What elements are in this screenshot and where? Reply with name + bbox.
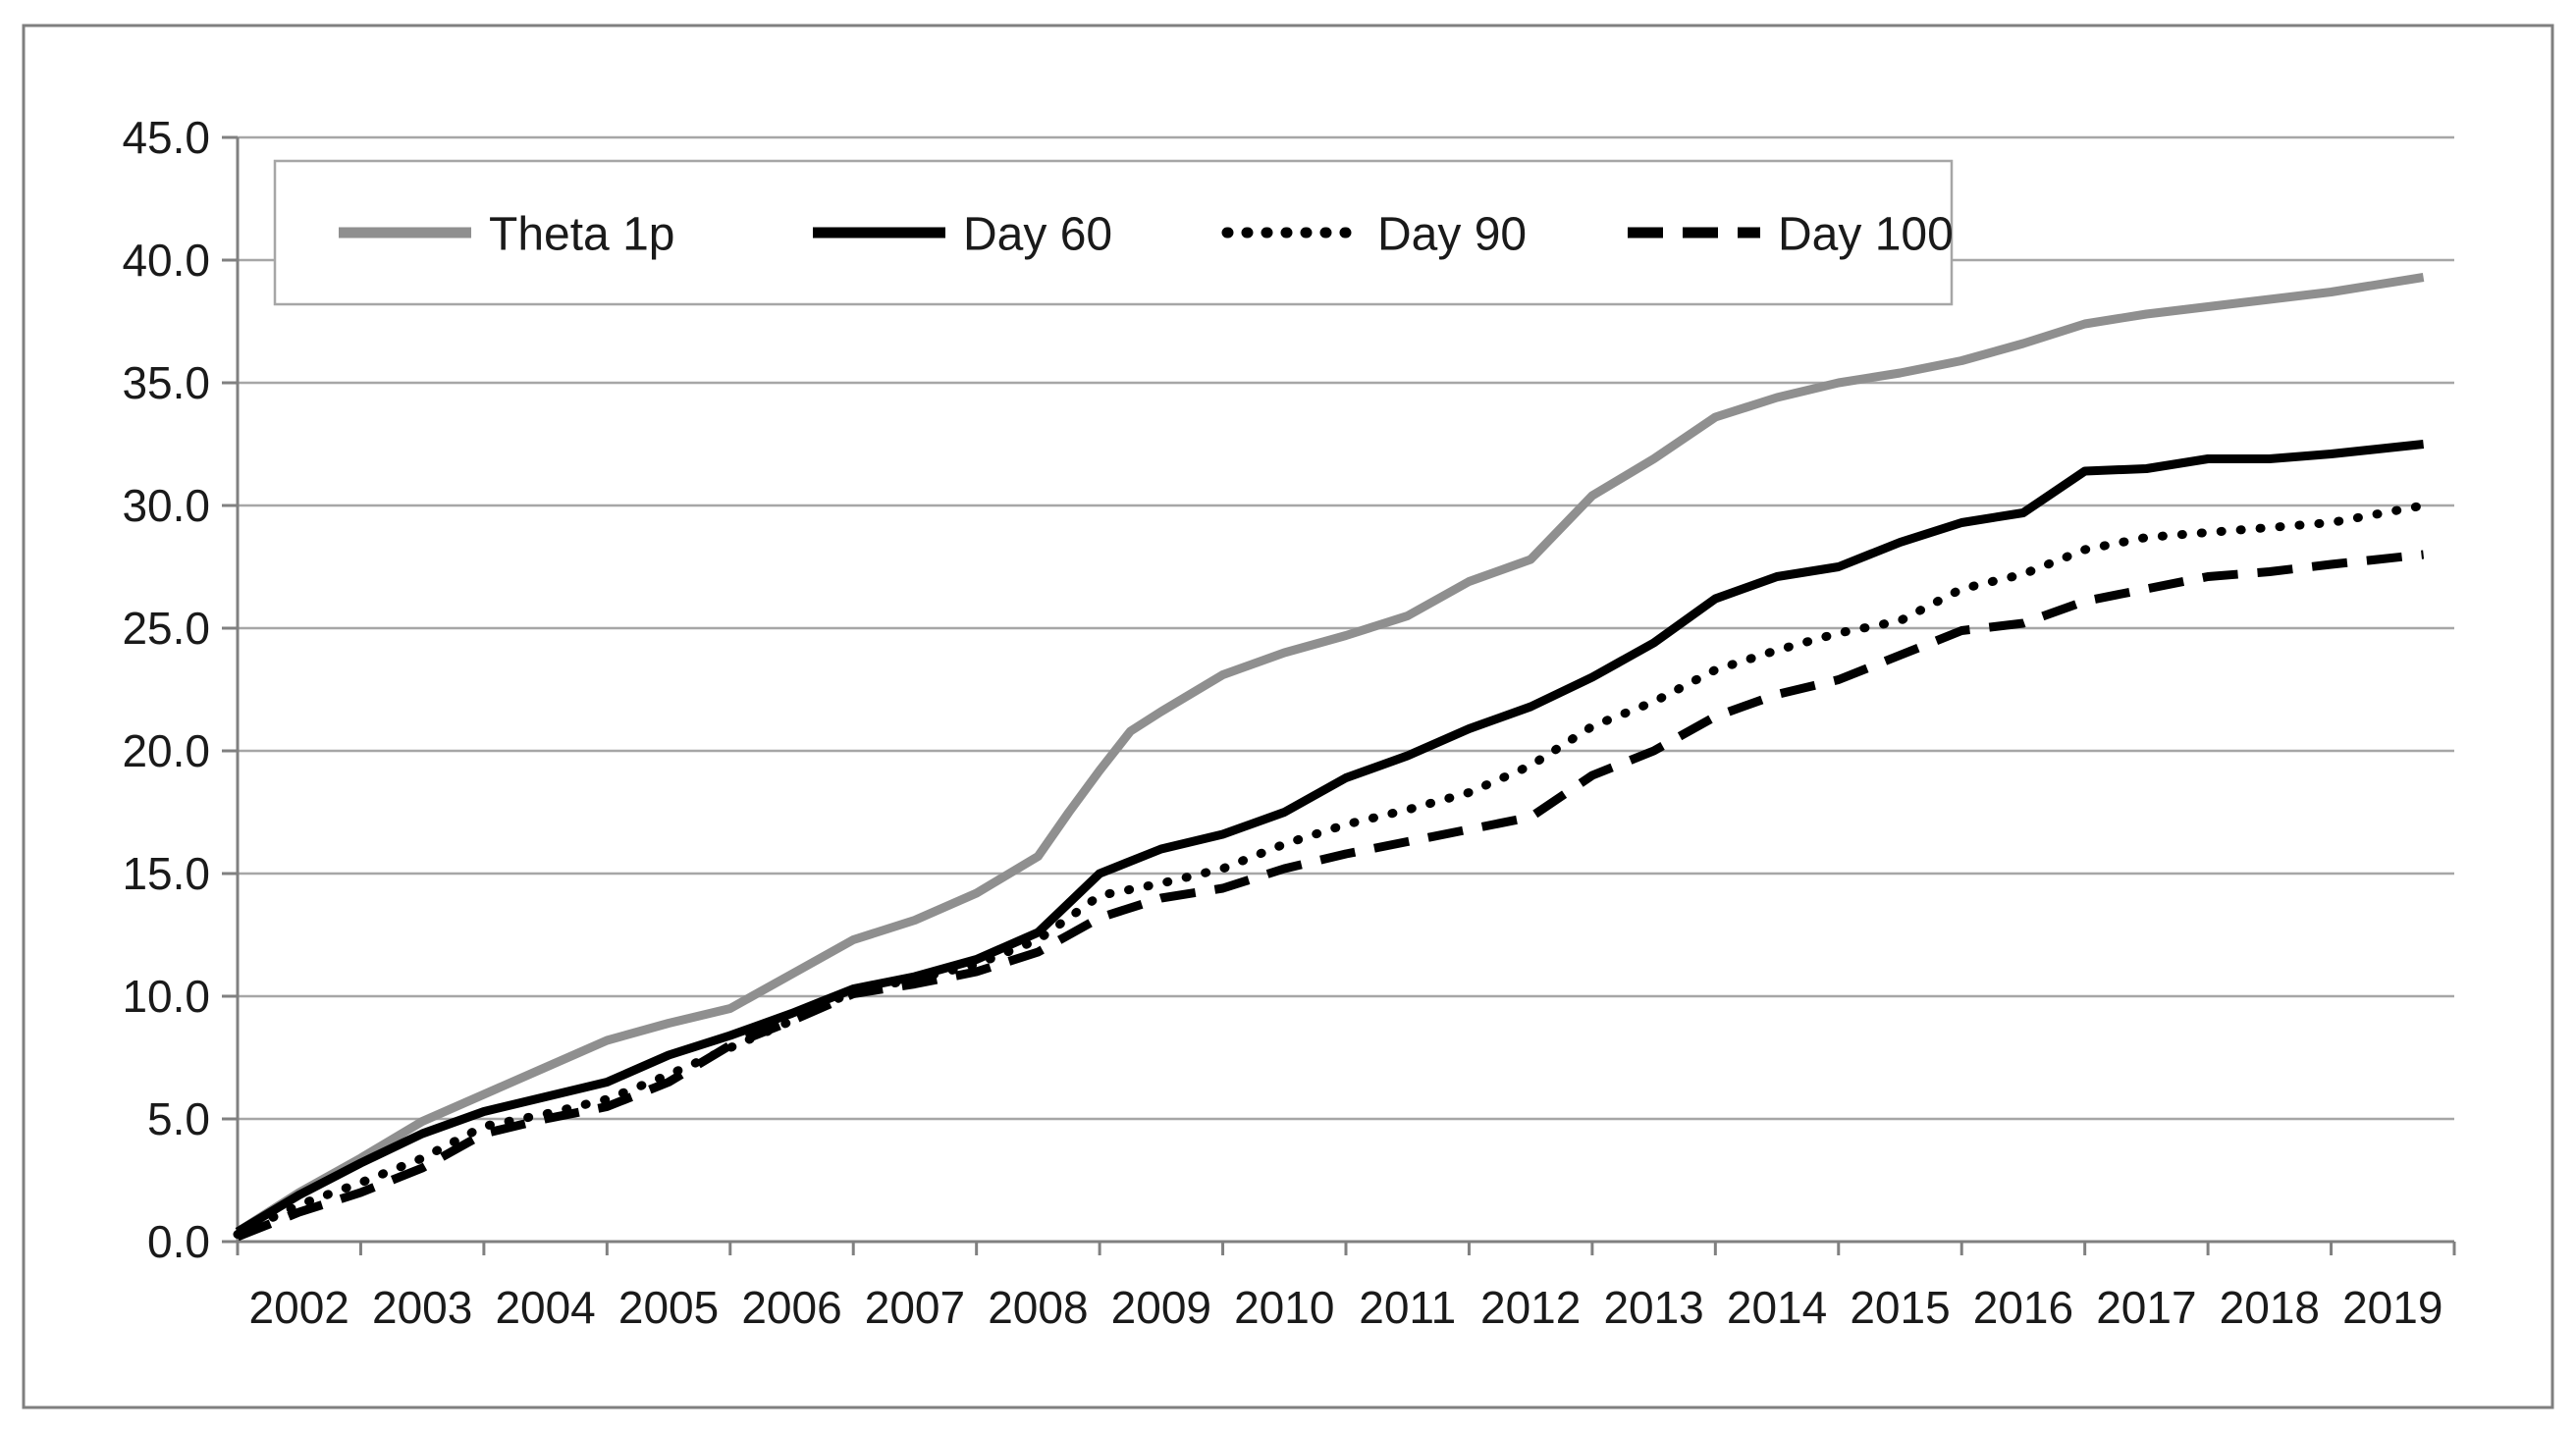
series-line-day-100 — [236, 550, 2425, 1242]
x-tick-label: 2007 — [865, 1282, 965, 1333]
y-tick-label: 20.0 — [122, 725, 210, 776]
y-tick-label: 15.0 — [122, 848, 210, 899]
x-tick-label: 2019 — [2342, 1282, 2442, 1333]
x-tick-label: 2017 — [2096, 1282, 2196, 1333]
y-tick-label: 10.0 — [122, 971, 210, 1022]
x-tick-label: 2004 — [495, 1282, 595, 1333]
x-tick-label: 2008 — [988, 1282, 1088, 1333]
y-tick-label: 30.0 — [122, 480, 210, 531]
series-line-theta-1p — [235, 273, 2425, 1236]
x-tick-label: 2015 — [1850, 1282, 1950, 1333]
y-tick-label: 40.0 — [122, 235, 210, 286]
x-tick-label: 2006 — [741, 1282, 841, 1333]
y-tick-label: 5.0 — [147, 1093, 210, 1144]
x-tick-label: 2003 — [372, 1282, 472, 1333]
y-tick-label: 45.0 — [122, 112, 210, 163]
legend-label-3: Day 100 — [1778, 208, 1954, 260]
series-line-day-90 — [233, 501, 2429, 1239]
x-tick-label: 2018 — [2220, 1282, 2320, 1333]
x-tick-label: 2009 — [1111, 1282, 1211, 1333]
x-tick-label: 2016 — [1973, 1282, 2073, 1333]
legend-box — [273, 159, 1954, 306]
x-tick-label: 2014 — [1727, 1282, 1827, 1333]
figure-border — [22, 24, 2554, 1409]
x-tick-label: 2002 — [249, 1282, 349, 1333]
legend-label-2: Day 90 — [1377, 208, 1527, 260]
y-tick-label: 35.0 — [122, 357, 210, 408]
x-tick-label: 2005 — [618, 1282, 719, 1333]
x-tick-label: 2012 — [1480, 1282, 1581, 1333]
legend-label-1: Day 60 — [963, 208, 1112, 260]
x-tick-label: 2011 — [1359, 1282, 1456, 1333]
y-tick-label: 25.0 — [122, 603, 210, 654]
legend-label-0: Theta 1p — [489, 208, 674, 260]
x-tick-label: 2013 — [1603, 1282, 1703, 1333]
y-tick-label: 0.0 — [147, 1216, 210, 1267]
series-line-day-60 — [235, 440, 2425, 1236]
x-tick-label: 2010 — [1234, 1282, 1334, 1333]
